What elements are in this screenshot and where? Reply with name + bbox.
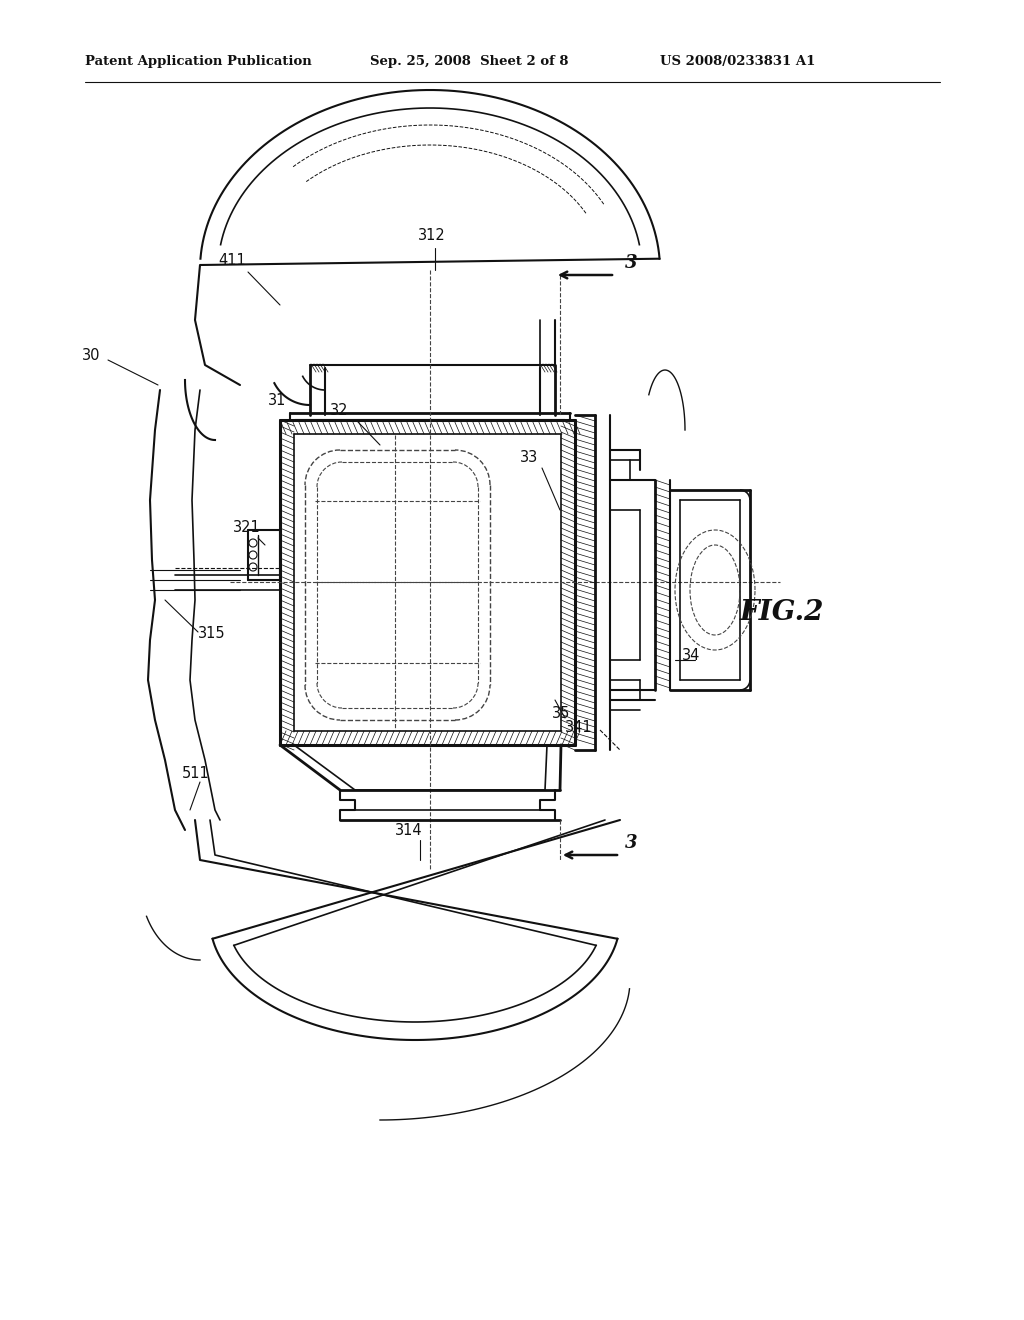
Text: 315: 315 (198, 626, 225, 642)
Text: 31: 31 (268, 393, 287, 408)
Text: 33: 33 (520, 450, 539, 465)
Text: 32: 32 (330, 403, 348, 418)
Text: 35: 35 (552, 706, 570, 721)
Text: 3: 3 (625, 834, 638, 851)
Text: 34: 34 (682, 648, 700, 663)
Text: 314: 314 (395, 822, 423, 838)
Text: 411: 411 (218, 253, 246, 268)
Text: 3: 3 (625, 253, 638, 272)
Text: Sep. 25, 2008  Sheet 2 of 8: Sep. 25, 2008 Sheet 2 of 8 (370, 55, 568, 69)
Text: US 2008/0233831 A1: US 2008/0233831 A1 (660, 55, 815, 69)
Text: 511: 511 (182, 766, 210, 781)
Text: FIG.2: FIG.2 (740, 599, 824, 626)
Text: 321: 321 (233, 520, 261, 535)
Text: 341: 341 (565, 719, 593, 735)
Text: 312: 312 (418, 228, 445, 243)
Text: Patent Application Publication: Patent Application Publication (85, 55, 311, 69)
Text: 30: 30 (82, 348, 100, 363)
